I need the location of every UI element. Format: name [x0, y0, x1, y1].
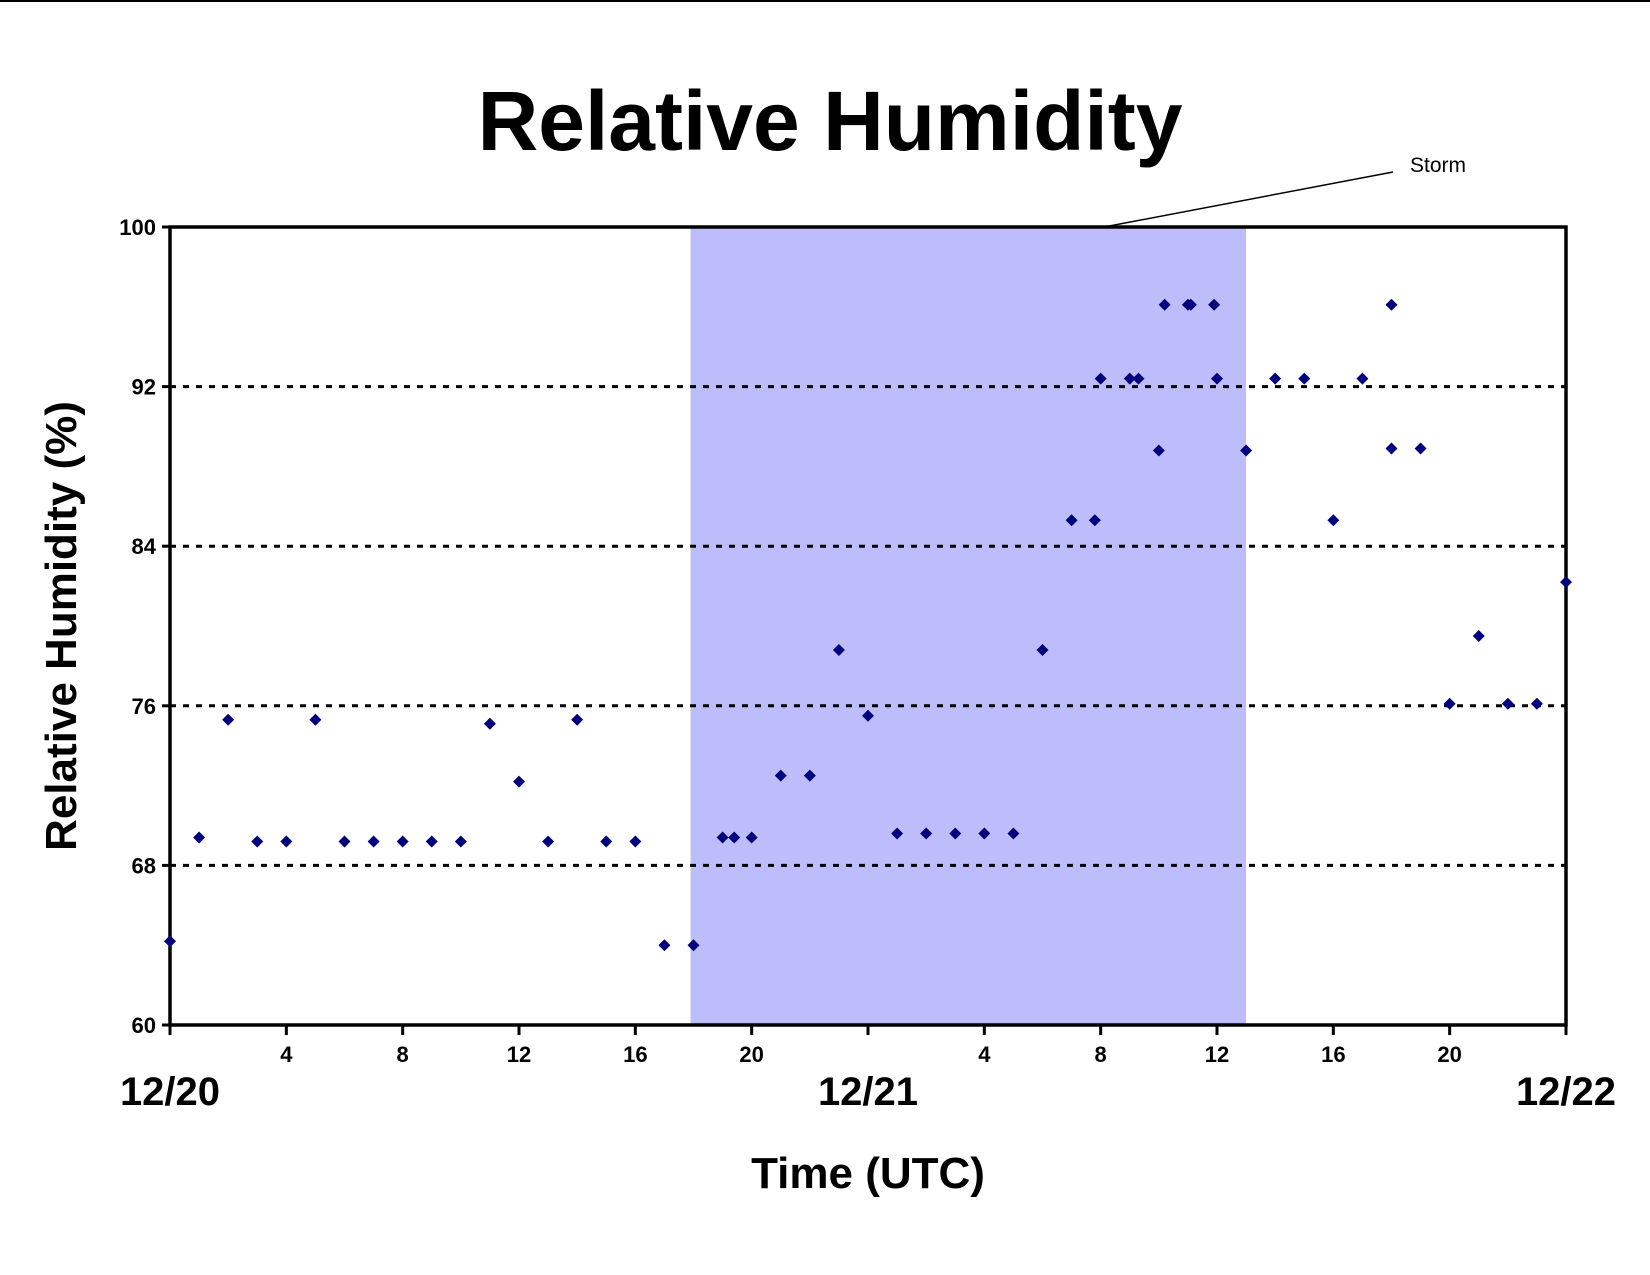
x-tick-label-36: 12 [1205, 1042, 1229, 1067]
data-point-34 [1094, 372, 1107, 385]
data-point-48 [1385, 442, 1398, 455]
y-tick-label-60: 60 [132, 1013, 156, 1038]
x-tick-label-12: 12 [507, 1042, 531, 1067]
data-point-11 [483, 717, 496, 730]
data-point-51 [1443, 697, 1456, 710]
storm-annotation-label: Storm [1410, 154, 1466, 177]
data-point-50 [1414, 442, 1427, 455]
x-axis-title: Time (UTC) [751, 1149, 985, 1198]
data-point-26 [891, 827, 904, 840]
data-point-41 [1208, 298, 1221, 311]
data-point-17 [658, 939, 671, 952]
date-label-2: 12/22 [1516, 1070, 1616, 1114]
data-point-1 [193, 831, 206, 844]
data-point-15 [600, 835, 613, 848]
data-point-22 [774, 769, 787, 782]
data-point-44 [1269, 372, 1282, 385]
y-tick-label-84: 84 [132, 534, 157, 559]
data-point-2 [222, 713, 235, 726]
data-point-16 [629, 835, 642, 848]
data-point-42 [1211, 372, 1223, 385]
data-point-23 [803, 769, 816, 782]
chart-title: Relative Humidity [478, 74, 1183, 168]
data-point-30 [1007, 827, 1020, 840]
data-point-40 [1184, 298, 1197, 311]
data-point-33 [1088, 514, 1101, 527]
x-tick-label-20: 20 [739, 1042, 763, 1067]
y-tick-label-68: 68 [132, 853, 156, 878]
x-tick-label-8: 8 [397, 1042, 409, 1067]
x-tick-label-40: 16 [1321, 1042, 1345, 1067]
data-point-9 [425, 835, 438, 848]
y-axis-title: Relative Humidity (%) [37, 401, 86, 851]
data-point-49 [1385, 298, 1398, 311]
y-tick-label-76: 76 [132, 694, 156, 719]
data-point-38 [1158, 298, 1171, 311]
data-point-28 [949, 827, 962, 840]
data-point-47 [1356, 372, 1369, 385]
data-point-46 [1327, 514, 1340, 527]
date-label-0: 12/20 [120, 1070, 220, 1114]
data-point-55 [1560, 576, 1572, 589]
data-point-13 [542, 835, 555, 848]
data-point-0 [164, 935, 176, 948]
data-point-43 [1240, 444, 1253, 457]
data-point-5 [309, 713, 322, 726]
x-tick-label-28: 4 [978, 1042, 991, 1067]
data-point-31 [1036, 643, 1049, 656]
x-tick-label-16: 16 [623, 1042, 647, 1067]
data-point-25 [862, 709, 874, 722]
data-point-53 [1501, 697, 1514, 710]
data-point-37 [1152, 444, 1165, 457]
data-point-20 [728, 831, 741, 844]
data-point-6 [338, 835, 351, 848]
x-tick-label-32: 8 [1095, 1042, 1107, 1067]
x-tick-label-4: 4 [280, 1042, 293, 1067]
data-point-35 [1123, 372, 1136, 385]
data-point-24 [832, 643, 845, 656]
data-point-29 [978, 827, 991, 840]
date-label-1: 12/21 [818, 1070, 918, 1114]
data-point-36 [1132, 372, 1145, 385]
data-point-27 [920, 827, 933, 840]
data-point-18 [687, 939, 700, 952]
y-tick-label-100: 100 [119, 215, 156, 240]
data-point-45 [1298, 372, 1311, 385]
data-point-14 [571, 713, 584, 726]
data-point-54 [1530, 697, 1543, 710]
data-point-12 [513, 775, 525, 788]
data-point-19 [716, 831, 729, 844]
data-point-32 [1065, 514, 1078, 527]
x-tick-label-44: 20 [1437, 1042, 1461, 1067]
y-tick-label-92: 92 [132, 375, 156, 400]
data-point-52 [1472, 629, 1485, 642]
data-point-4 [280, 835, 293, 848]
data-point-8 [396, 835, 409, 848]
data-point-21 [745, 831, 758, 844]
data-point-7 [367, 835, 380, 848]
top-border-rule [0, 0, 1650, 2]
storm-annotation-leader [1103, 171, 1394, 228]
data-point-10 [454, 835, 467, 848]
storm-shaded-region [690, 227, 1247, 1025]
data-point-3 [251, 835, 264, 848]
